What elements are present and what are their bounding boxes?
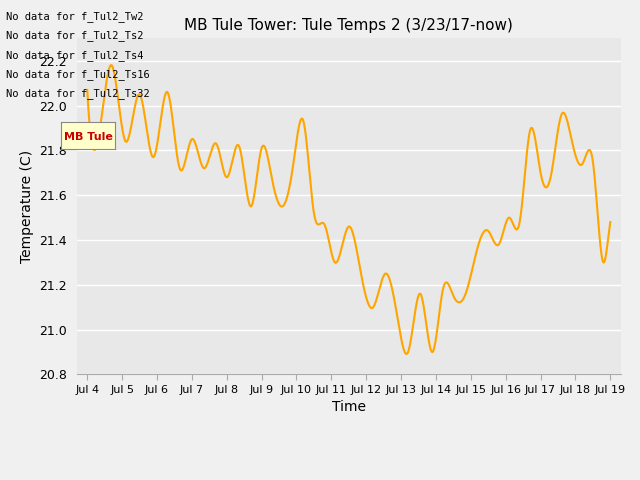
Legend:  [344,452,354,462]
Text: No data for f_Tul2_Ts32: No data for f_Tul2_Ts32 [6,88,150,99]
X-axis label: Time: Time [332,400,366,414]
Text: MB Tule: MB Tule [63,132,113,142]
Text: No data for f_Tul2_Tw2: No data for f_Tul2_Tw2 [6,11,144,22]
Y-axis label: Temperature (C): Temperature (C) [20,150,34,263]
Text: No data for f_Tul2_Ts4: No data for f_Tul2_Ts4 [6,49,144,60]
Title: MB Tule Tower: Tule Temps 2 (3/23/17-now): MB Tule Tower: Tule Temps 2 (3/23/17-now… [184,18,513,33]
Text: No data for f_Tul2_Ts2: No data for f_Tul2_Ts2 [6,30,144,41]
Text: No data for f_Tul2_Ts16: No data for f_Tul2_Ts16 [6,69,150,80]
